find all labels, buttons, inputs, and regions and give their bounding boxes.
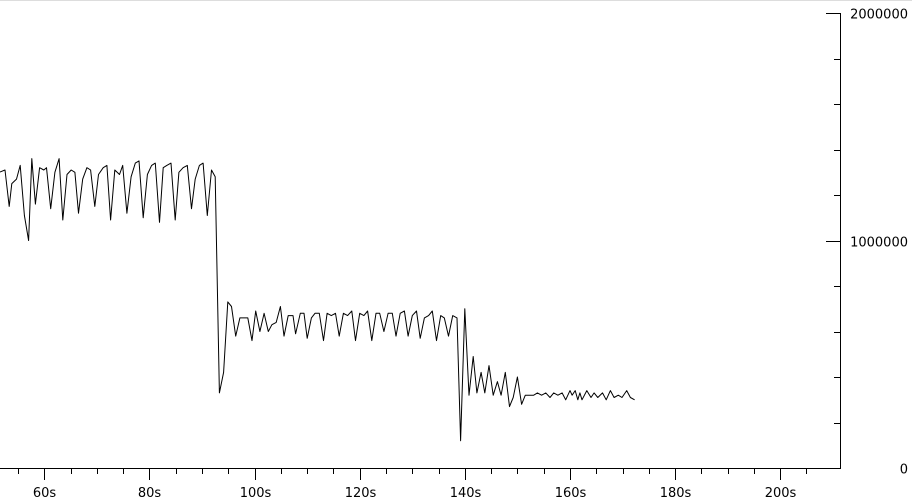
x-tick-label: 80s [138, 486, 162, 501]
y-tick-label: 0 [900, 463, 908, 478]
x-tick-label: 200s [765, 486, 797, 501]
x-tick-label: 160s [555, 486, 587, 501]
ticks [18, 13, 840, 480]
tick-labels: 40s60s80s100s120s140s160s180s200s0100000… [33, 8, 908, 502]
plot-area [0, 158, 635, 442]
x-tick-label: 60s [33, 486, 57, 501]
x-tick-label: 120s [345, 486, 377, 501]
x-tick-label: 140s [450, 486, 482, 501]
series-line [0, 158, 635, 442]
axes [0, 0, 912, 469]
x-tick-label: 180s [660, 486, 692, 501]
y-tick-label: 1000000 [850, 236, 908, 251]
x-tick-label: 100s [240, 486, 272, 501]
y-tick-label: 2000000 [850, 8, 908, 23]
